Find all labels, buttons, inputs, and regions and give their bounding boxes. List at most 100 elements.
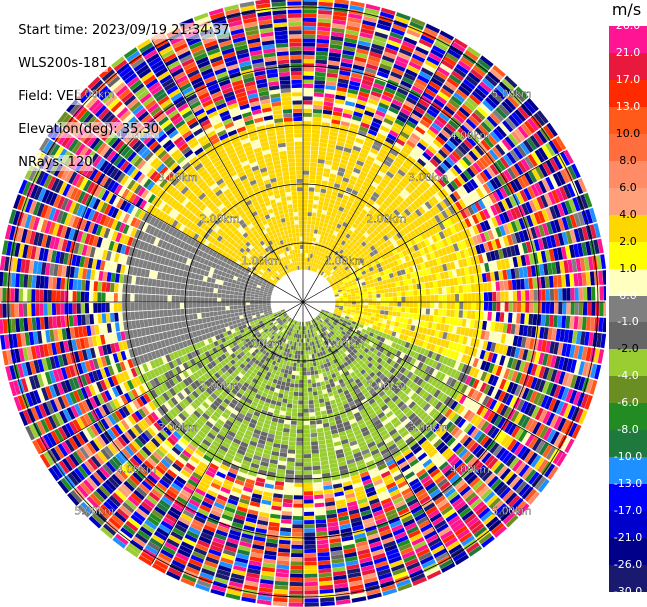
velocity-gate <box>390 255 397 262</box>
velocity-gate <box>442 263 448 272</box>
velocity-gate <box>304 532 316 537</box>
velocity-gate <box>368 170 377 177</box>
velocity-gate <box>577 345 584 360</box>
velocity-gate <box>404 32 419 42</box>
velocity-gate <box>278 460 287 466</box>
velocity-gate <box>356 269 361 274</box>
velocity-gate <box>387 268 393 274</box>
velocity-gate <box>482 340 488 350</box>
velocity-gate <box>335 302 340 304</box>
velocity-gate <box>472 176 482 187</box>
velocity-gate <box>355 307 360 311</box>
velocity-gate <box>386 239 393 246</box>
velocity-gate <box>332 240 338 246</box>
velocity-gate <box>338 133 347 139</box>
velocity-gate <box>335 90 347 97</box>
velocity-gate <box>303 150 311 155</box>
velocity-gate <box>357 192 364 199</box>
velocity-gate <box>303 55 315 60</box>
velocity-gate <box>491 216 499 228</box>
velocity-gate <box>347 299 352 302</box>
velocity-gate <box>286 407 292 413</box>
velocity-gate <box>295 454 303 459</box>
velocity-gate <box>413 49 427 59</box>
velocity-gate <box>496 174 506 186</box>
velocity-gate <box>326 211 332 216</box>
velocity-gate <box>283 360 288 366</box>
velocity-gate <box>409 222 417 230</box>
velocity-gate <box>402 40 416 50</box>
velocity-gate <box>319 402 326 408</box>
velocity-gate <box>376 106 388 114</box>
velocity-gate <box>367 241 373 248</box>
velocity-gate <box>311 133 320 139</box>
velocity-gate <box>311 445 319 450</box>
velocity-gate <box>333 204 340 210</box>
velocity-gate <box>303 104 313 109</box>
velocity-gate <box>314 263 318 268</box>
velocity-gate <box>398 251 404 259</box>
velocity-gate <box>496 332 503 343</box>
velocity-gate <box>308 391 313 396</box>
velocity-gate <box>297 354 301 359</box>
velocity-gate <box>313 267 316 272</box>
velocity-gate <box>370 148 379 155</box>
velocity-gate <box>288 366 293 371</box>
velocity-gate <box>328 242 333 248</box>
velocity-gate <box>570 302 575 315</box>
velocity-gate <box>512 302 517 313</box>
velocity-gate <box>351 307 356 310</box>
velocity-gate <box>343 304 348 307</box>
velocity-gate <box>315 217 321 222</box>
velocity-gate <box>404 285 409 291</box>
velocity-gate <box>364 7 380 15</box>
velocity-gate <box>306 236 310 241</box>
velocity-gate <box>574 302 579 315</box>
velocity-gate <box>344 37 358 44</box>
velocity-gate <box>498 237 506 248</box>
velocity-gate <box>304 487 313 492</box>
velocity-gate <box>303 216 307 221</box>
velocity-gate <box>494 215 503 226</box>
velocity-gate <box>418 38 433 48</box>
velocity-gate <box>497 248 504 259</box>
velocity-gate <box>525 241 533 253</box>
velocity-gate <box>334 294 339 297</box>
velocity-gate <box>316 419 323 425</box>
velocity-gate <box>331 119 341 125</box>
velocity-gate <box>452 190 462 201</box>
velocity-gate <box>370 316 375 321</box>
velocity-gate <box>569 344 576 358</box>
velocity-gate <box>280 385 286 391</box>
velocity-gate <box>585 209 593 224</box>
velocity-gate <box>293 362 297 367</box>
velocity-gate <box>356 225 362 232</box>
velocity-gate <box>527 118 539 132</box>
velocity-gate <box>292 528 303 533</box>
velocity-gate <box>311 216 316 221</box>
velocity-gate <box>347 131 357 138</box>
velocity-gate <box>363 244 370 251</box>
velocity-gate <box>382 90 394 99</box>
velocity-gate <box>419 155 429 164</box>
velocity-gate <box>354 235 361 241</box>
velocity-gate <box>360 278 365 283</box>
velocity-gate <box>365 212 373 219</box>
velocity-gate <box>303 174 309 179</box>
velocity-gate <box>278 548 291 553</box>
velocity-gate <box>305 346 309 351</box>
velocity-gate <box>422 151 432 161</box>
velocity-gate <box>562 357 569 371</box>
velocity-gate <box>420 67 434 77</box>
velocity-gate <box>324 269 329 274</box>
velocity-gate <box>525 290 530 301</box>
velocity-gate <box>339 273 344 278</box>
velocity-gate <box>315 259 319 264</box>
velocity-gate <box>343 297 348 300</box>
velocity-gate <box>337 82 349 89</box>
velocity-gate <box>395 265 401 272</box>
velocity-gate <box>396 56 409 65</box>
velocity-gate <box>468 266 474 275</box>
velocity-gate <box>303 261 305 266</box>
velocity-gate <box>465 75 479 87</box>
